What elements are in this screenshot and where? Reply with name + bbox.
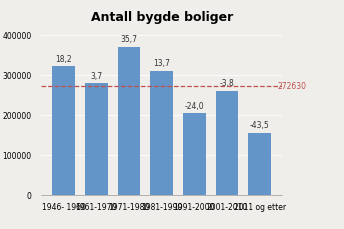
- Bar: [248, 133, 271, 195]
- Text: -3,8: -3,8: [220, 79, 234, 88]
- Text: -24,0: -24,0: [184, 102, 204, 111]
- Text: 3,7: 3,7: [90, 72, 103, 81]
- Text: 35,7: 35,7: [120, 35, 138, 44]
- Bar: [118, 47, 140, 195]
- Text: 18,2: 18,2: [55, 54, 72, 63]
- Bar: [183, 114, 206, 195]
- Bar: [52, 66, 75, 195]
- Title: Antall bygde boliger: Antall bygde boliger: [90, 11, 233, 24]
- Text: 13,7: 13,7: [153, 59, 170, 68]
- Text: 272630: 272630: [278, 82, 307, 91]
- Bar: [216, 91, 238, 195]
- Bar: [150, 71, 173, 195]
- Bar: [85, 84, 108, 195]
- Text: -43,5: -43,5: [250, 121, 270, 130]
